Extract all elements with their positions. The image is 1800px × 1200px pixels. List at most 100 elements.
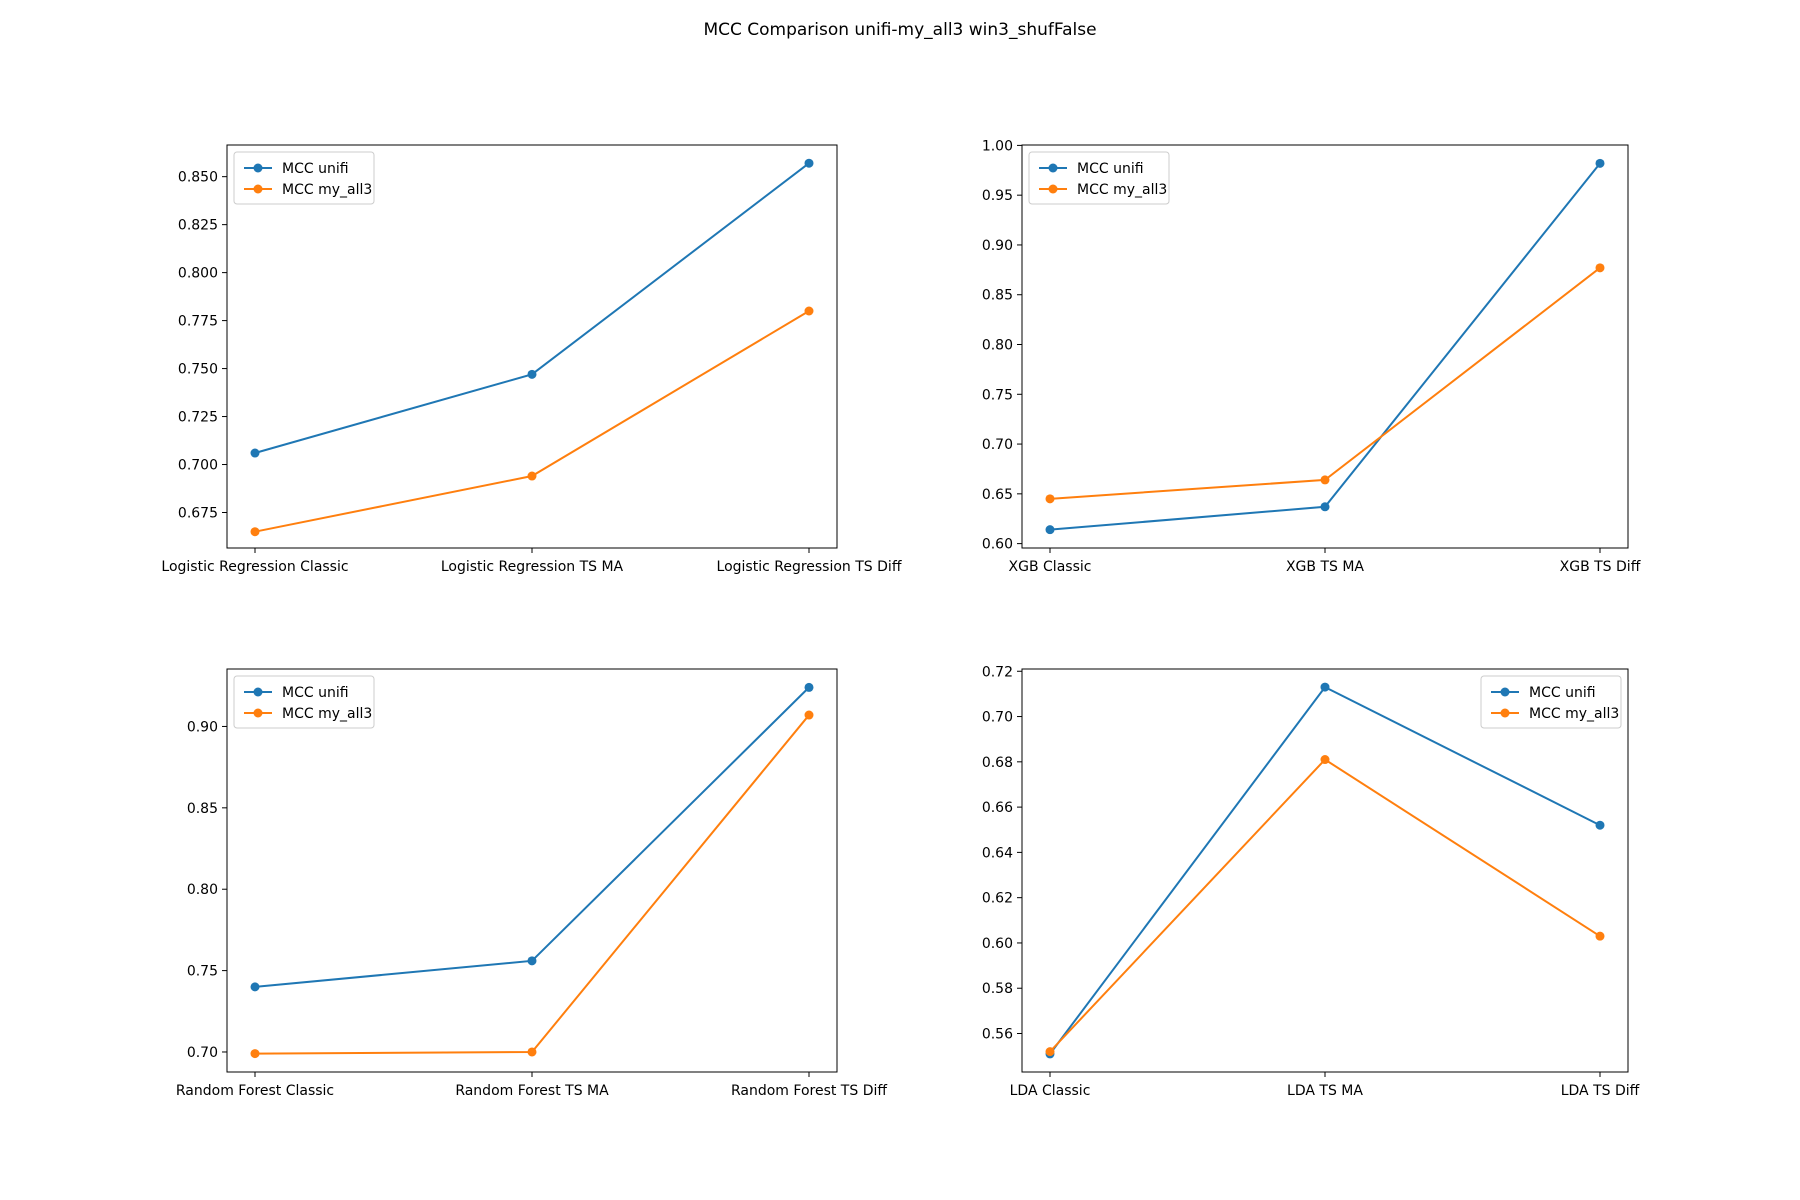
plot-frame xyxy=(1021,144,1629,549)
data-point-unifi xyxy=(527,369,537,379)
y-tick-label: 0.75 xyxy=(982,387,1013,403)
data-point-my_all3 xyxy=(804,306,814,316)
data-point-my_all3 xyxy=(1595,263,1605,273)
subplot-4: 0.56 0.58 0.60 0.62 0.64 0.66 0.68 0.70 0.72 LDA … xyxy=(982,664,1640,1099)
data-point-my_all3 xyxy=(1045,1047,1055,1057)
data-point-my_all3 xyxy=(1595,931,1605,941)
legend-swatch-marker xyxy=(1500,708,1510,718)
series-line-unifi xyxy=(1049,685,1601,1055)
x-tick-label: Logistic Regression TS MA xyxy=(441,559,624,575)
x-tick-label: Logistic Regression TS Diff xyxy=(717,559,902,575)
subplot-2: 0.60 0.65 0.70 0.75 0.80 0.85 0.90 0.95 1.00 XGB … xyxy=(982,138,1641,575)
y-tick-label: 0.90 xyxy=(187,719,218,735)
legend-label: MCC my_all3 xyxy=(1077,182,1167,198)
y-tick-label: 0.675 xyxy=(178,505,218,521)
y-tick-label: 0.70 xyxy=(982,710,1013,726)
data-point-unifi xyxy=(527,956,537,966)
x-tick-label: XGB Classic xyxy=(1009,559,1092,575)
legend-label: MCC unifi xyxy=(282,161,349,177)
legend-swatch-marker xyxy=(1048,163,1058,173)
legend-label: MCC unifi xyxy=(1529,685,1596,701)
x-tick-label: LDA TS MA xyxy=(1287,1083,1363,1099)
data-point-unifi xyxy=(1045,525,1055,535)
legend-box xyxy=(233,151,375,205)
x-tick-label: Logistic Regression Classic xyxy=(161,559,348,575)
subplot-1: 0.675 0.700 0.725 0.750 0.775 0.800 0.825 0.850… xyxy=(161,144,902,575)
legend: MCC unifi MCC my_all3 xyxy=(233,675,375,729)
x-tick-label: LDA TS Diff xyxy=(1561,1083,1640,1099)
y-tick-label: 0.60 xyxy=(982,537,1013,553)
plot-frame xyxy=(226,668,838,1073)
data-point-my_all3 xyxy=(804,710,814,720)
y-tick-label: 0.800 xyxy=(178,266,218,282)
legend-box xyxy=(1480,675,1622,729)
legend-box xyxy=(233,675,375,729)
data-point-unifi xyxy=(1595,158,1605,168)
legend-swatch-marker xyxy=(253,708,263,718)
subplot-3: 0.70 0.75 0.80 0.85 0.90 Random Forest Classi… xyxy=(176,668,887,1099)
y-tick-label: 0.75 xyxy=(187,964,218,980)
x-tick-label: Random Forest Classic xyxy=(176,1083,334,1099)
series-line-my_all3 xyxy=(1049,267,1601,500)
x-tick-label: XGB TS Diff xyxy=(1560,559,1641,575)
y-tick-label: 0.56 xyxy=(982,1027,1013,1043)
series-line-my_all3 xyxy=(1049,758,1601,1053)
y-tick-label: 0.80 xyxy=(982,338,1013,354)
y-tick-label: 0.66 xyxy=(982,800,1013,816)
data-point-my_all3 xyxy=(527,1047,537,1057)
legend-swatch-marker xyxy=(253,163,263,173)
data-point-my_all3 xyxy=(250,527,260,537)
y-tick-label: 0.64 xyxy=(982,845,1013,861)
y-tick-label: 0.72 xyxy=(982,664,1013,680)
legend-label: MCC my_all3 xyxy=(1529,706,1619,722)
y-tick-label: 0.85 xyxy=(187,801,218,817)
y-tick-label: 0.70 xyxy=(982,437,1013,453)
series-line-unifi xyxy=(1049,162,1601,531)
legend-label: MCC my_all3 xyxy=(282,706,372,722)
y-tick-label: 0.70 xyxy=(187,1045,218,1061)
series-line-my_all3 xyxy=(254,310,810,533)
data-point-my_all3 xyxy=(1320,755,1330,765)
plot-frame xyxy=(1021,668,1629,1073)
y-tick-label: 0.68 xyxy=(982,755,1013,771)
legend: MCC unifi MCC my_all3 xyxy=(233,151,375,205)
x-tick-label: XGB TS MA xyxy=(1286,559,1364,575)
x-tick-label: Random Forest TS Diff xyxy=(731,1083,887,1099)
data-point-unifi xyxy=(804,682,814,692)
data-point-my_all3 xyxy=(527,471,537,481)
figure-title: MCC Comparison unifi-my_all3 win3_shufFa… xyxy=(703,20,1097,40)
legend-label: MCC my_all3 xyxy=(282,182,372,198)
y-tick-label: 0.62 xyxy=(982,891,1013,907)
y-tick-label: 0.65 xyxy=(982,487,1013,503)
data-point-unifi xyxy=(250,982,260,992)
y-tick-label: 0.850 xyxy=(178,170,218,186)
y-tick-label: 1.00 xyxy=(982,138,1013,154)
legend-swatch-marker xyxy=(253,687,263,697)
y-tick-label: 0.725 xyxy=(178,410,218,426)
legend-label: MCC unifi xyxy=(282,685,349,701)
x-tick-label: LDA Classic xyxy=(1010,1083,1091,1099)
legend-swatch-marker xyxy=(1500,687,1510,697)
y-tick-label: 0.95 xyxy=(982,188,1013,204)
legend-label: MCC unifi xyxy=(1077,161,1144,177)
data-point-my_all3 xyxy=(250,1049,260,1059)
y-tick-label: 0.775 xyxy=(178,314,218,330)
data-point-unifi xyxy=(1595,820,1605,830)
data-point-unifi xyxy=(1320,682,1330,692)
y-tick-label: 0.60 xyxy=(982,936,1013,952)
data-point-my_all3 xyxy=(1320,475,1330,485)
data-point-unifi xyxy=(250,448,260,458)
legend-swatch-marker xyxy=(1048,184,1058,194)
legend-box xyxy=(1028,151,1170,205)
y-tick-label: 0.90 xyxy=(982,238,1013,254)
legend-swatch-marker xyxy=(253,184,263,194)
data-point-unifi xyxy=(804,158,814,168)
series-line-my_all3 xyxy=(254,714,810,1055)
y-tick-label: 0.700 xyxy=(178,458,218,474)
data-point-my_all3 xyxy=(1045,494,1055,504)
series-line-unifi xyxy=(254,686,810,988)
plot-frame xyxy=(226,144,838,549)
y-tick-label: 0.85 xyxy=(982,288,1013,304)
y-tick-label: 0.80 xyxy=(187,882,218,898)
